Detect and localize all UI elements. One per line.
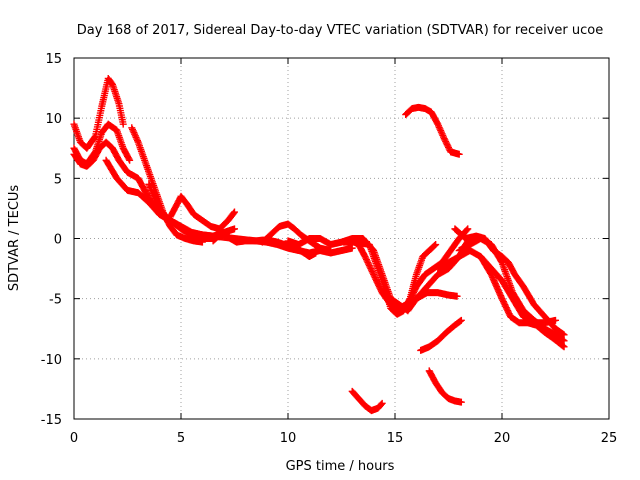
data-point — [133, 135, 141, 143]
series-arc-13 — [391, 289, 461, 315]
data-point — [119, 120, 127, 128]
x-tick-label: 5 — [177, 431, 185, 446]
series-arc-7 — [166, 192, 238, 233]
data-point — [560, 331, 568, 339]
data-point — [432, 241, 440, 249]
data-point — [457, 398, 465, 406]
data-point — [128, 124, 136, 132]
data-point — [453, 292, 461, 300]
x-tick-label: 15 — [387, 431, 404, 446]
data-point — [560, 337, 568, 345]
data-point — [327, 247, 335, 255]
data-point — [559, 342, 567, 350]
y-tick-label: -10 — [41, 353, 62, 368]
y-axis-label: SDTVAR / TECUs — [7, 185, 22, 292]
x-tick-label: 0 — [70, 431, 78, 446]
series-arc-21 — [425, 367, 465, 406]
data-marks — [70, 74, 568, 415]
y-tick-label: 15 — [45, 52, 62, 67]
y-tick-label: 5 — [54, 172, 62, 187]
data-point — [198, 238, 206, 246]
data-point — [437, 127, 445, 135]
y-tick-label: -15 — [41, 413, 62, 428]
data-point — [436, 125, 444, 133]
data-point — [435, 122, 443, 130]
data-point — [126, 156, 134, 164]
series-arc-9 — [258, 220, 335, 255]
y-tick-label: 10 — [45, 112, 62, 127]
data-point — [130, 129, 138, 137]
series-arc-17 — [477, 253, 568, 351]
data-point — [131, 132, 139, 140]
data-point — [312, 249, 320, 257]
data-point — [231, 208, 238, 216]
data-point — [440, 133, 448, 141]
data-point — [133, 137, 141, 145]
axis-ticks: 0 5 10 15 20 25 15 10 5 0 -5 -10 -15 — [41, 52, 618, 446]
data-point — [455, 150, 463, 158]
y-tick-label: -5 — [49, 293, 62, 308]
data-point — [457, 316, 465, 324]
series-arc-12 — [340, 238, 440, 318]
x-tick-label: 25 — [601, 431, 618, 446]
x-axis-label: GPS time / hours — [286, 459, 395, 474]
data-point — [378, 399, 386, 407]
series-arc-18 — [402, 103, 463, 158]
data-point — [437, 128, 445, 136]
data-point — [348, 244, 356, 252]
data-point — [377, 400, 385, 408]
data-point — [132, 133, 140, 141]
data-point — [230, 209, 238, 217]
data-point — [438, 130, 446, 138]
data-point — [131, 130, 139, 138]
data-point — [125, 155, 133, 163]
grid — [74, 58, 609, 419]
data-point — [463, 226, 471, 234]
data-point — [431, 241, 439, 249]
data-point — [434, 120, 442, 128]
data-point — [439, 131, 447, 139]
series-arc-16 — [451, 225, 568, 339]
series-arc-6 — [145, 180, 238, 240]
chart-title: Day 168 of 2017, Sidereal Day-to-day VTE… — [77, 23, 603, 38]
data-point — [464, 225, 472, 233]
data-point — [129, 127, 137, 135]
data-point — [560, 343, 568, 351]
data-point — [435, 123, 443, 131]
series-arc-1 — [70, 74, 127, 152]
series-arc-19 — [417, 316, 465, 354]
data-point — [552, 316, 559, 324]
data-point — [231, 225, 238, 233]
y-tick-label: 0 — [54, 233, 62, 248]
data-point — [128, 125, 136, 133]
x-tick-label: 20 — [494, 431, 511, 446]
series-arc-20 — [348, 387, 386, 415]
x-tick-label: 10 — [280, 431, 297, 446]
